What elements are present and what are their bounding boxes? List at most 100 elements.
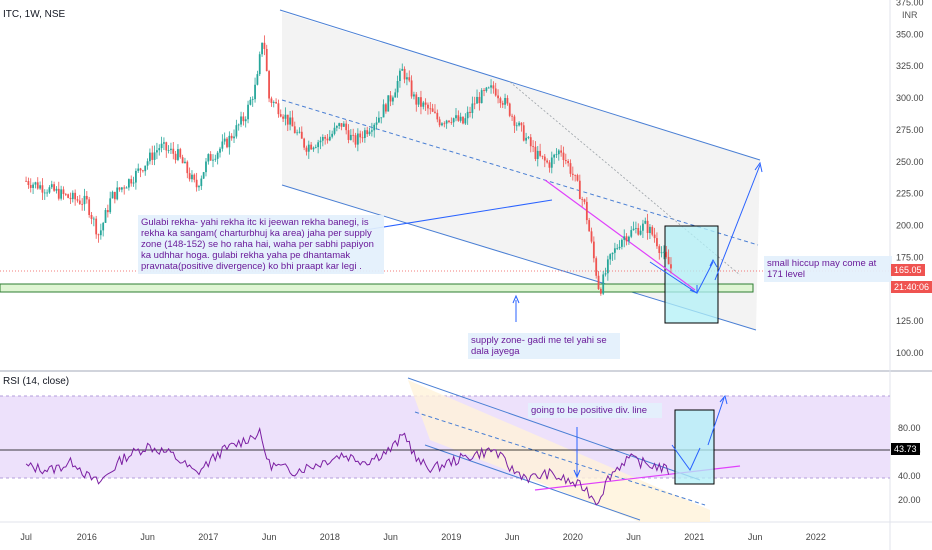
gulabi-rekha-line[interactable] <box>544 179 696 291</box>
time-tick-label[interactable]: 2019 <box>441 532 461 542</box>
price-tick-label[interactable]: 100.00 <box>896 348 924 358</box>
rsi-channel-mid[interactable] <box>414 411 706 506</box>
candle-body <box>149 152 151 162</box>
rsi-title[interactable]: RSI (14, close) <box>3 376 70 387</box>
candle-body <box>532 146 535 148</box>
time-axis-ticks[interactable]: Jul 2016 Jun 2017 Jun 2018 Jun 2019 Jun 2020 Jun 20… <box>20 532 826 542</box>
candle-body <box>663 251 665 253</box>
rsi-arrows[interactable] <box>573 394 728 479</box>
currency-label[interactable]: INR <box>902 10 918 20</box>
candle-body <box>244 119 247 122</box>
rsi-tick-label[interactable]: 20.00 <box>898 495 921 505</box>
main-chart-title[interactable]: ITC, 1W, NSE <box>3 9 66 20</box>
candle-body <box>123 187 126 189</box>
time-tick-label[interactable]: Jun <box>140 532 155 542</box>
candle-body <box>413 94 415 97</box>
time-tick-label[interactable]: 2022 <box>806 532 826 542</box>
rsi-tick-label[interactable]: 80.00 <box>898 423 921 433</box>
candle-body <box>104 210 107 223</box>
candle-body <box>665 251 668 257</box>
candle-body <box>102 222 105 231</box>
candle-body <box>604 273 607 275</box>
price-tick-label[interactable]: 175.00 <box>896 252 924 262</box>
candle-body <box>649 226 651 234</box>
candle-body <box>576 175 579 181</box>
candle-body <box>144 165 147 172</box>
candle-body <box>401 68 404 71</box>
price-tick-label[interactable]: 375.00 <box>896 0 924 7</box>
price-tick-label[interactable]: 350.00 <box>896 29 924 39</box>
candle-body <box>142 170 144 172</box>
time-tick-label[interactable]: 2017 <box>198 532 218 542</box>
channel-upper-line[interactable] <box>279 9 761 161</box>
candle-body <box>504 97 506 105</box>
price-tick-label[interactable]: 275.00 <box>896 125 924 135</box>
candle-body <box>113 191 116 200</box>
time-tick-label[interactable]: 2018 <box>320 532 340 542</box>
candle-body <box>165 142 168 151</box>
candle-body <box>546 160 549 163</box>
candle-body <box>361 137 364 139</box>
candle-body <box>277 103 280 115</box>
time-tick-label[interactable]: Jul <box>20 532 32 542</box>
candle-body <box>81 203 84 205</box>
price-tick-label[interactable]: 200.00 <box>896 221 924 231</box>
price-tick-label[interactable]: 325.00 <box>896 61 924 71</box>
rsi-tick-label[interactable]: 40.00 <box>898 471 921 481</box>
candle-body <box>286 114 289 125</box>
candle-body <box>118 187 121 190</box>
candle-body <box>473 103 476 105</box>
candle-body <box>396 81 399 93</box>
candle-body <box>494 88 497 96</box>
candle-body <box>387 95 390 112</box>
price-tick-label[interactable]: 300.00 <box>896 93 924 103</box>
candle-body <box>464 118 467 124</box>
candle-body <box>43 192 46 194</box>
projection-arrows[interactable] <box>512 161 763 322</box>
rsi-channel-upper[interactable] <box>407 377 701 481</box>
time-tick-label[interactable]: 2016 <box>77 532 97 542</box>
supply-zone[interactable] <box>0 283 754 293</box>
time-tick-label[interactable]: Jun <box>626 532 641 542</box>
price-tick-label[interactable]: 125.00 <box>896 316 924 326</box>
candle-body <box>417 97 420 105</box>
candle-body <box>233 136 235 139</box>
candle-body <box>221 141 224 149</box>
candle-body <box>64 193 67 195</box>
time-tick-label[interactable]: Jun <box>383 532 398 542</box>
candle-body <box>375 122 378 125</box>
candle-body <box>471 103 474 113</box>
channel-mid-line[interactable] <box>281 99 759 246</box>
supply-zone-note[interactable]: supply zone- gadi me tel yahi se dala ja… <box>468 333 620 359</box>
candle-body <box>522 125 525 141</box>
candle-body <box>95 218 98 235</box>
candle-body <box>429 108 432 110</box>
gulabi-note[interactable]: Gulabi rekha- yahi rekha itc ki jeewan r… <box>138 215 384 274</box>
candle-body <box>632 228 635 231</box>
time-tick-label[interactable]: 2021 <box>684 532 704 542</box>
rsi-target-rect[interactable] <box>674 409 715 485</box>
candle-body <box>373 124 376 131</box>
candle-body <box>492 85 495 89</box>
price-tick-label[interactable]: 225.00 <box>896 189 924 199</box>
candle-body <box>331 133 334 137</box>
time-tick-label[interactable]: 2020 <box>563 532 583 542</box>
positive-div-note[interactable]: going to be positive div. line <box>528 403 662 418</box>
candle-body <box>431 108 434 112</box>
candle-body <box>525 137 527 141</box>
time-tick-label[interactable]: Jun <box>262 532 277 542</box>
candle-body <box>541 155 544 157</box>
candle-body <box>567 161 570 164</box>
hiccup-note[interactable]: small hiccup may come at 171 level <box>764 256 892 282</box>
time-tick-label[interactable]: Jun <box>748 532 763 542</box>
note-pointer-line[interactable] <box>364 199 553 231</box>
time-tick-label[interactable]: Jun <box>505 532 520 542</box>
rsi-channel-lower[interactable] <box>424 444 641 521</box>
candle-body <box>483 90 485 92</box>
candle-body <box>207 154 210 162</box>
price-axis-ticks[interactable]: 100.00125.00150.00175.00200.00225.00250.… <box>896 0 924 358</box>
candle-body <box>389 95 392 102</box>
price-tick-label[interactable]: 250.00 <box>896 157 924 167</box>
candle-body <box>581 199 584 200</box>
